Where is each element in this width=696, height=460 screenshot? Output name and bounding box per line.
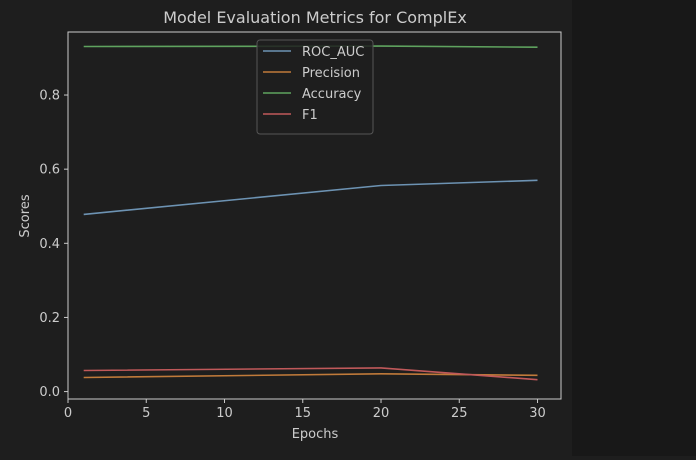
- legend-label-accuracy: Accuracy: [302, 87, 362, 102]
- y-tick-label: 0.6: [39, 163, 60, 178]
- y-axis-label: Scores: [18, 194, 33, 237]
- legend: ROC_AUC Precision Accuracy F1: [256, 39, 374, 135]
- series-line-precision: [83, 372, 538, 379]
- y-tick-label: 0.4: [39, 237, 60, 252]
- x-tick-label: 15: [294, 406, 311, 421]
- x-tick-label: 30: [529, 406, 546, 421]
- series-line-roc-auc: [83, 179, 538, 216]
- plot-area: 0 5 10 15 20 25 30 0.0 0.2 0.4 0.6 0.8: [39, 31, 562, 421]
- x-tick-label: 25: [451, 406, 468, 421]
- side-panel: [572, 0, 696, 456]
- legend-label-roc-auc: ROC_AUC: [302, 45, 364, 60]
- x-tick-label: 0: [64, 406, 72, 421]
- x-tick-label: 10: [216, 406, 233, 421]
- y-tick-label: 0.8: [39, 89, 60, 104]
- y-tick-label: 0.0: [39, 385, 60, 400]
- chart-title: Model Evaluation Metrics for ComplEx: [163, 8, 467, 27]
- legend-label-precision: Precision: [302, 66, 360, 81]
- y-tick-label: 0.2: [39, 311, 60, 326]
- legend-box: [256, 39, 374, 135]
- legend-label-f1: F1: [302, 108, 318, 123]
- x-tick-label: 20: [373, 406, 390, 421]
- x-tick-label: 5: [142, 406, 150, 421]
- axes-frame: [67, 31, 562, 400]
- x-axis-label: Epochs: [292, 427, 339, 442]
- series-line-f1: [83, 367, 538, 381]
- series-line-accuracy: [83, 45, 538, 48]
